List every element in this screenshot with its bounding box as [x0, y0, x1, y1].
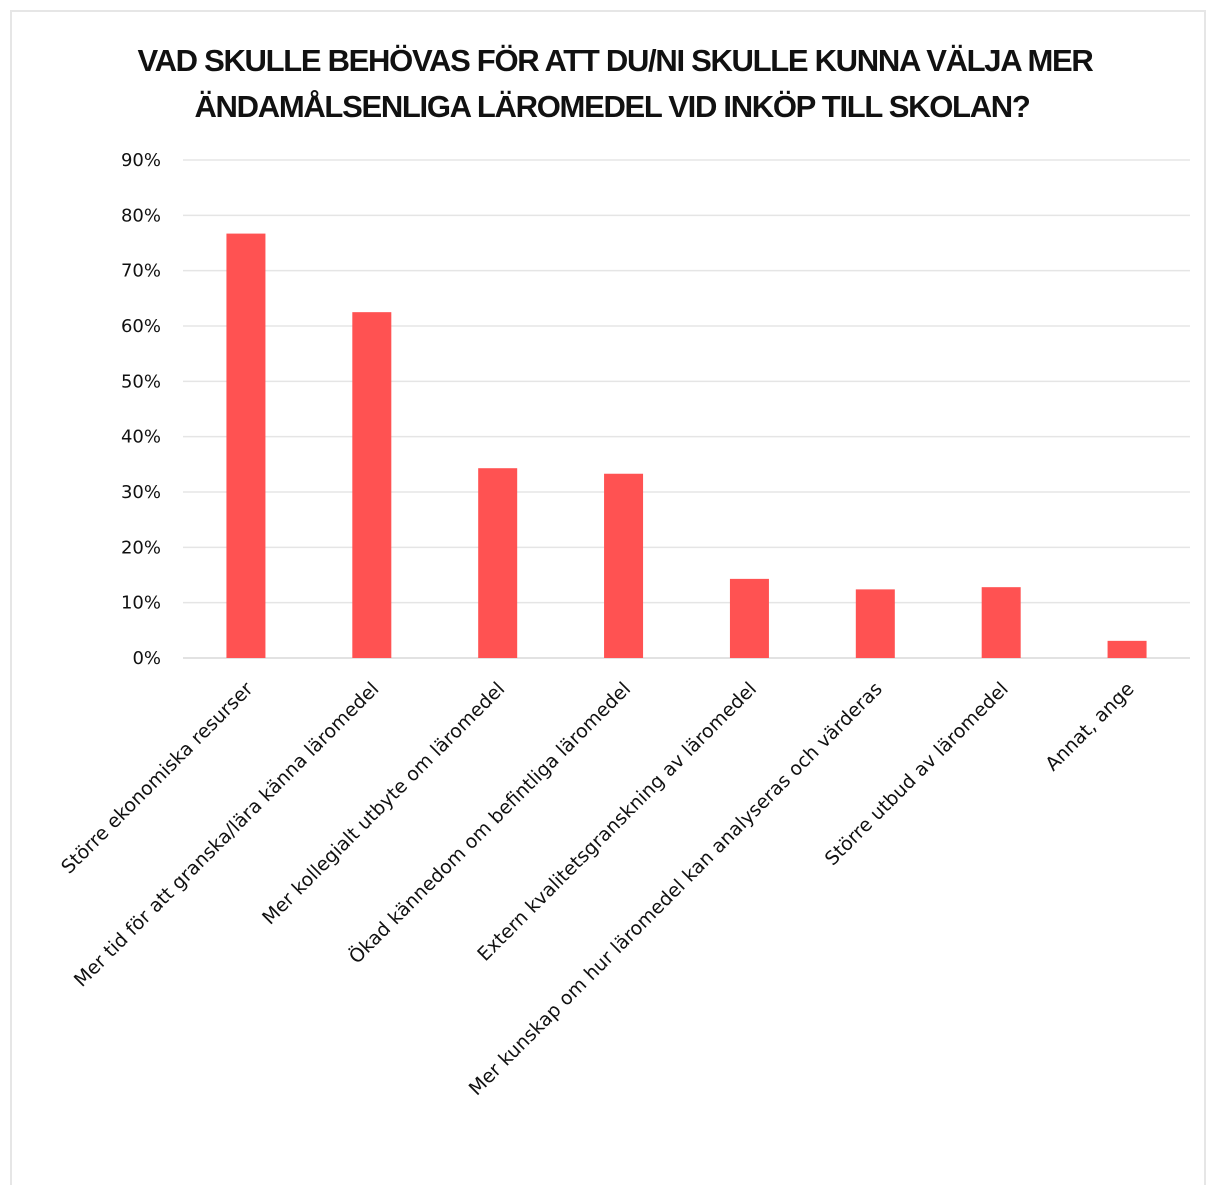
y-tick-label-0: 0%: [132, 648, 161, 669]
y-tick-label-4: 40%: [121, 427, 161, 448]
chart-title-line-2: ÄNDAMÅLSENLIGA LÄROMEDEL VID INKÖP TILL …: [194, 89, 1029, 124]
x-tick-label-7: Annat, ange: [1041, 678, 1138, 775]
y-tick-label-9: 90%: [121, 150, 161, 171]
bar-5: [855, 589, 895, 658]
bar-6: [981, 587, 1021, 658]
y-tick-label-2: 20%: [121, 537, 161, 558]
y-tick-label-6: 60%: [121, 316, 161, 337]
bar-2: [478, 468, 518, 658]
y-tick-label-7: 70%: [121, 261, 161, 282]
y-axis-ticks: 0% 10% 20% 30% 40% 50% 60% 70% 80% 90%: [121, 150, 161, 669]
y-tick-label-5: 50%: [121, 371, 161, 392]
x-tick-label-4: Extern kvalitetsgranskning av läromedel: [473, 678, 761, 966]
x-tick-label-2: Mer kollegialt utbyte om läromedel: [258, 678, 509, 929]
bar-4: [729, 578, 769, 658]
chart-title: VAD SKULLE BEHÖVAS FÖR ATT DU/NI SKULLE …: [138, 43, 1095, 124]
x-tick-label-3: Ökad kännedom om befintliga läromedel: [344, 677, 635, 968]
bar-3: [604, 473, 644, 658]
y-tick-label-8: 80%: [121, 205, 161, 226]
gridlines: [183, 159, 1190, 659]
y-tick-label-3: 30%: [121, 482, 161, 503]
bar-1: [352, 312, 392, 658]
bars: [226, 233, 1147, 659]
bar-0: [226, 233, 266, 659]
y-tick-label-1: 10%: [121, 593, 161, 614]
chart-title-line-1: VAD SKULLE BEHÖVAS FÖR ATT DU/NI SKULLE …: [138, 43, 1094, 78]
bar-7: [1107, 640, 1147, 658]
x-tick-label-5: Mer kunskap om hur läromedel kan analyse…: [465, 678, 887, 1100]
